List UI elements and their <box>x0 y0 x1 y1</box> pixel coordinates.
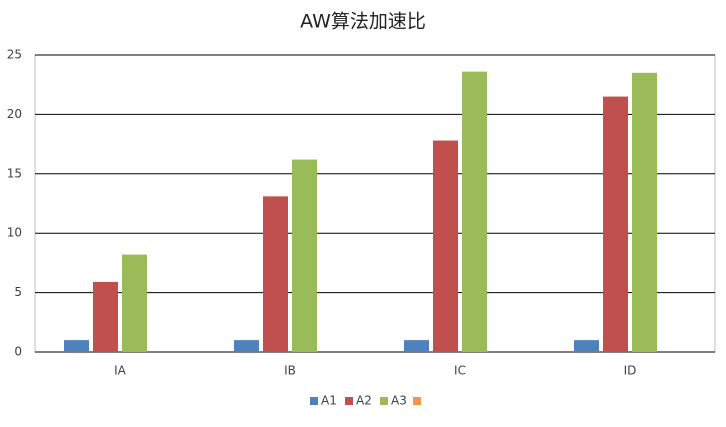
bar <box>462 71 487 352</box>
y-tick-label: 10 <box>7 226 22 240</box>
legend-label: A2 <box>356 394 372 408</box>
bar <box>122 254 147 352</box>
legend-label: A3 <box>391 394 407 408</box>
y-tick-label: 5 <box>14 285 22 299</box>
y-tick-label: 0 <box>14 345 22 359</box>
legend-swatch <box>345 397 353 405</box>
x-tick-label: IA <box>114 364 127 378</box>
bar <box>603 96 628 352</box>
legend-swatch <box>413 397 421 405</box>
x-tick-label: ID <box>624 364 637 378</box>
legend-label: A1 <box>321 394 337 408</box>
chart-title: AW算法加速比 <box>300 11 426 33</box>
bar <box>574 340 599 352</box>
bar <box>234 340 259 352</box>
bar <box>404 340 429 352</box>
y-tick-label: 15 <box>7 166 22 180</box>
x-tick-label: IC <box>454 364 466 378</box>
legend-swatch <box>310 397 318 405</box>
bar <box>292 159 317 352</box>
x-tick-label: IB <box>284 364 296 378</box>
bar <box>632 72 657 352</box>
bar <box>263 196 288 352</box>
bar <box>64 340 89 352</box>
legend-swatch <box>380 397 388 405</box>
y-tick-label: 20 <box>7 107 22 121</box>
bar <box>433 140 458 352</box>
bar <box>93 281 118 352</box>
y-tick-label: 25 <box>7 48 22 62</box>
